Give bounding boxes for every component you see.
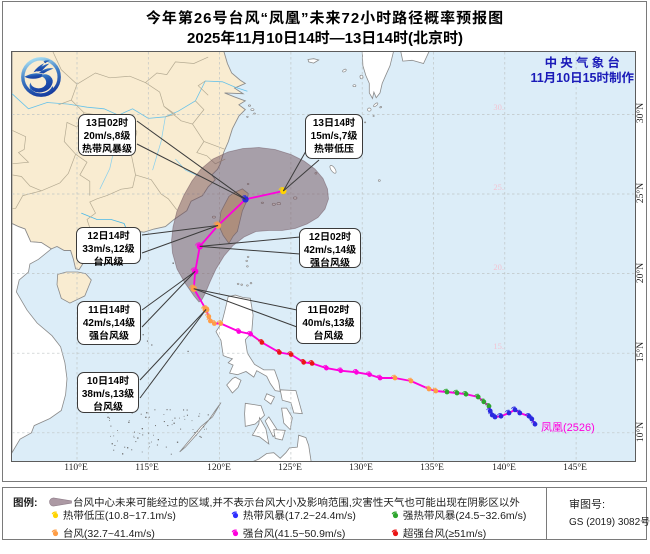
svg-text:15.: 15.	[493, 341, 504, 351]
svg-text:20.: 20.	[493, 262, 504, 272]
svg-text:25.: 25.	[493, 182, 504, 192]
svg-text:凤凰(2526): 凤凰(2526)	[541, 422, 595, 434]
svg-text:30.: 30.	[493, 102, 504, 112]
